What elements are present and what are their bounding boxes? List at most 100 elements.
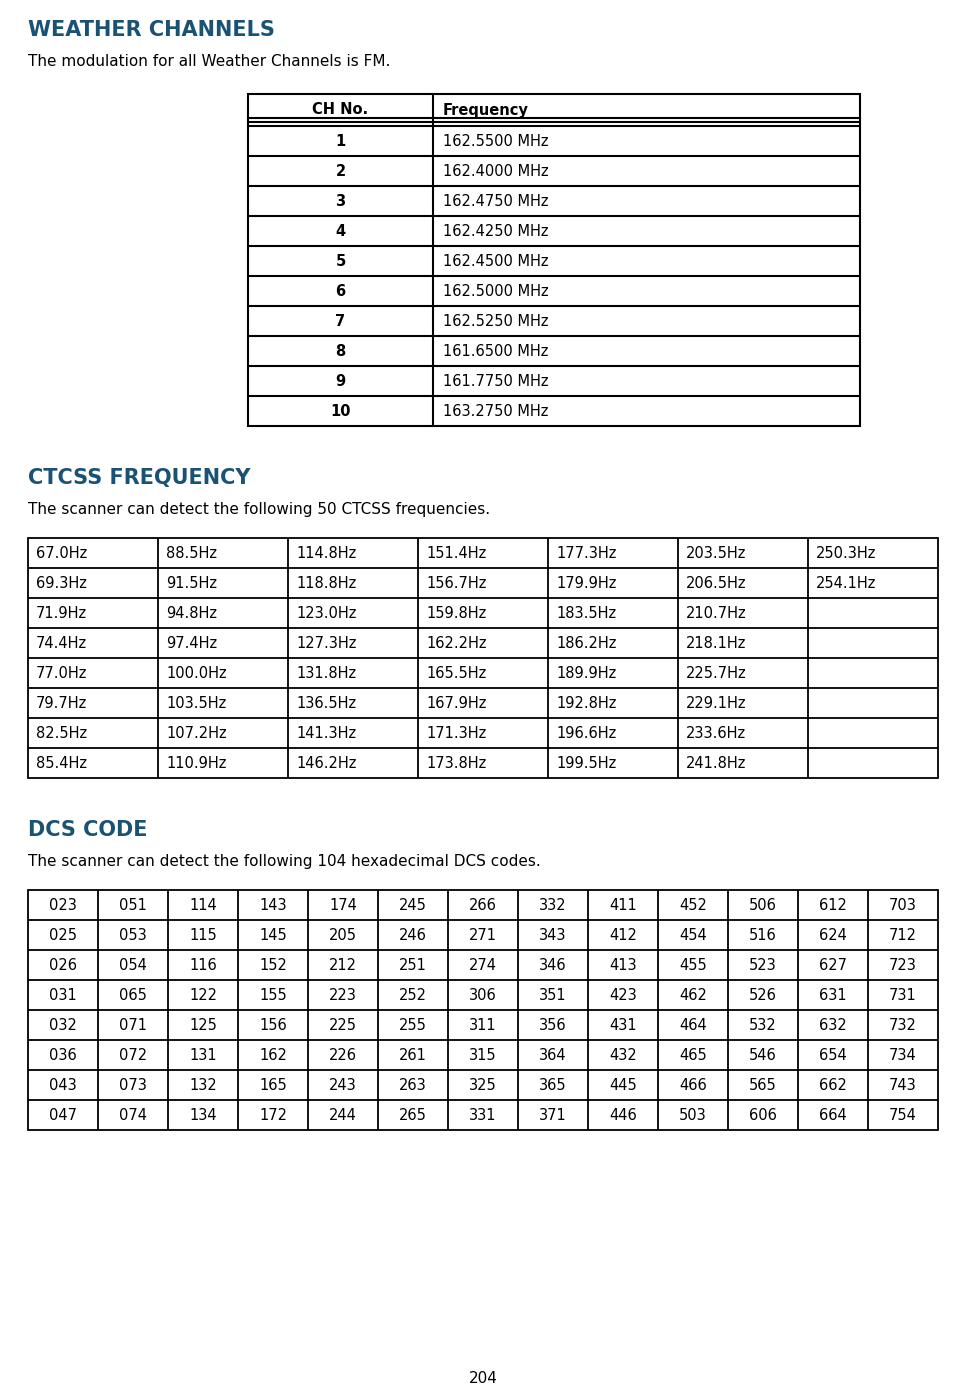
Text: 9: 9 <box>335 374 346 388</box>
Text: 356: 356 <box>539 1018 567 1033</box>
Text: 162.5500 MHz: 162.5500 MHz <box>443 134 549 148</box>
Text: 455: 455 <box>679 958 707 973</box>
Text: 103.5Hz: 103.5Hz <box>166 695 226 711</box>
Text: 073: 073 <box>119 1078 147 1093</box>
Text: 94.8Hz: 94.8Hz <box>166 606 217 620</box>
Text: 343: 343 <box>539 927 567 942</box>
Text: 026: 026 <box>49 958 77 973</box>
Text: 122: 122 <box>189 987 217 1002</box>
Text: 173.8Hz: 173.8Hz <box>426 755 486 771</box>
Text: 412: 412 <box>609 927 637 942</box>
Text: 91.5Hz: 91.5Hz <box>166 575 217 591</box>
Text: 1: 1 <box>335 134 346 148</box>
Text: 664: 664 <box>819 1107 847 1122</box>
Text: 263: 263 <box>399 1078 427 1093</box>
Text: 233.6Hz: 233.6Hz <box>686 726 746 740</box>
Text: 266: 266 <box>469 898 497 913</box>
Text: WEATHER CHANNELS: WEATHER CHANNELS <box>28 20 275 40</box>
Text: 177.3Hz: 177.3Hz <box>556 546 616 561</box>
Text: 523: 523 <box>749 958 777 973</box>
Text: The scanner can detect the following 50 CTCSS frequencies.: The scanner can detect the following 50 … <box>28 503 490 517</box>
Text: 134: 134 <box>189 1107 216 1122</box>
Text: 165.5Hz: 165.5Hz <box>426 666 486 680</box>
Text: The modulation for all Weather Channels is FM.: The modulation for all Weather Channels … <box>28 54 390 68</box>
Text: 163.2750 MHz: 163.2750 MHz <box>443 403 549 419</box>
Text: 606: 606 <box>749 1107 777 1122</box>
Text: 4: 4 <box>335 223 346 239</box>
Text: 325: 325 <box>469 1078 497 1093</box>
Text: 143: 143 <box>259 898 287 913</box>
Text: 503: 503 <box>679 1107 707 1122</box>
Text: 072: 072 <box>119 1047 147 1062</box>
Text: 351: 351 <box>539 987 567 1002</box>
Text: 225: 225 <box>329 1018 357 1033</box>
Text: 226: 226 <box>329 1047 357 1062</box>
Text: 115: 115 <box>189 927 217 942</box>
Text: 732: 732 <box>889 1018 917 1033</box>
Text: 250.3Hz: 250.3Hz <box>816 546 876 561</box>
Text: 244: 244 <box>329 1107 357 1122</box>
Text: 612: 612 <box>819 898 847 913</box>
Text: 212: 212 <box>329 958 357 973</box>
Text: 151.4Hz: 151.4Hz <box>426 546 486 561</box>
Text: 162.4750 MHz: 162.4750 MHz <box>443 194 549 208</box>
Text: 452: 452 <box>679 898 707 913</box>
Text: 023: 023 <box>49 898 77 913</box>
Text: Frequency: Frequency <box>443 102 528 117</box>
Text: 445: 445 <box>610 1078 637 1093</box>
Text: 71.9Hz: 71.9Hz <box>36 606 87 620</box>
Text: 167.9Hz: 167.9Hz <box>426 695 486 711</box>
Text: 162.4250 MHz: 162.4250 MHz <box>443 223 549 239</box>
Text: CH No.: CH No. <box>312 102 369 117</box>
Text: 346: 346 <box>539 958 567 973</box>
Text: 159.8Hz: 159.8Hz <box>426 606 486 620</box>
Text: 712: 712 <box>889 927 917 942</box>
Text: 265: 265 <box>399 1107 427 1122</box>
Text: 183.5Hz: 183.5Hz <box>556 606 616 620</box>
Text: 311: 311 <box>469 1018 497 1033</box>
Text: 85.4Hz: 85.4Hz <box>36 755 87 771</box>
Text: 8: 8 <box>335 343 346 359</box>
Text: 432: 432 <box>610 1047 637 1062</box>
Text: 192.8Hz: 192.8Hz <box>556 695 616 711</box>
Bar <box>248 94 860 426</box>
Text: 69.3Hz: 69.3Hz <box>36 575 87 591</box>
Text: 156.7Hz: 156.7Hz <box>426 575 486 591</box>
Text: 210.7Hz: 210.7Hz <box>686 606 747 620</box>
Text: 423: 423 <box>610 987 637 1002</box>
Bar <box>28 537 938 778</box>
Text: 141.3Hz: 141.3Hz <box>296 726 356 740</box>
Text: 67.0Hz: 67.0Hz <box>36 546 87 561</box>
Text: 454: 454 <box>679 927 707 942</box>
Text: 132: 132 <box>189 1078 217 1093</box>
Text: 114.8Hz: 114.8Hz <box>296 546 356 561</box>
Text: 155: 155 <box>259 987 287 1002</box>
Text: 565: 565 <box>749 1078 777 1093</box>
Text: 218.1Hz: 218.1Hz <box>686 635 747 651</box>
Text: 203.5Hz: 203.5Hz <box>686 546 747 561</box>
Text: 241.8Hz: 241.8Hz <box>686 755 747 771</box>
Text: 332: 332 <box>539 898 567 913</box>
Text: 054: 054 <box>119 958 147 973</box>
Text: 6: 6 <box>335 283 346 299</box>
Text: 754: 754 <box>889 1107 917 1122</box>
Text: 252: 252 <box>399 987 427 1002</box>
Text: 431: 431 <box>610 1018 637 1033</box>
Text: 171.3Hz: 171.3Hz <box>426 726 486 740</box>
Text: 261: 261 <box>399 1047 427 1062</box>
Text: 162.2Hz: 162.2Hz <box>426 635 487 651</box>
Text: 245: 245 <box>399 898 427 913</box>
Text: 306: 306 <box>469 987 497 1002</box>
Text: 743: 743 <box>889 1078 917 1093</box>
Text: 251: 251 <box>399 958 427 973</box>
Text: 254.1Hz: 254.1Hz <box>816 575 876 591</box>
Text: 179.9Hz: 179.9Hz <box>556 575 616 591</box>
Text: 036: 036 <box>49 1047 77 1062</box>
Text: 5: 5 <box>335 254 346 268</box>
Text: 3: 3 <box>335 194 346 208</box>
Text: 546: 546 <box>749 1047 777 1062</box>
Text: 100.0Hz: 100.0Hz <box>166 666 227 680</box>
Text: 7: 7 <box>335 314 346 328</box>
Text: 413: 413 <box>610 958 637 973</box>
Text: 446: 446 <box>610 1107 637 1122</box>
